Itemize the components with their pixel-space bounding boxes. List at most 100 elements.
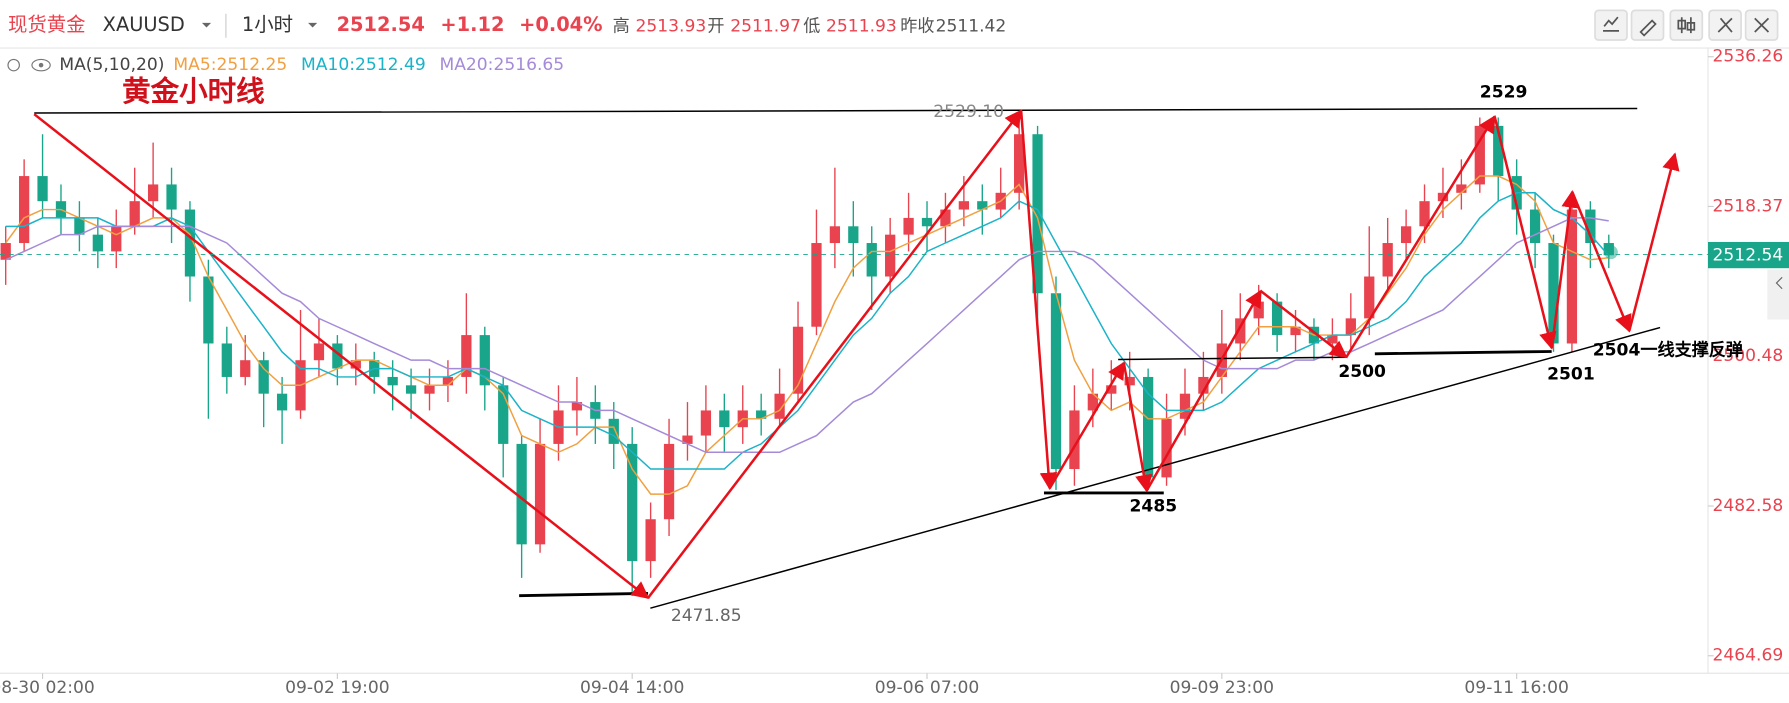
price: 2512.54 <box>337 13 425 36</box>
arrow <box>1345 114 1496 358</box>
candle-body <box>1290 326 1301 336</box>
level-line <box>519 591 649 598</box>
candle-body <box>627 443 638 562</box>
icon <box>1603 16 1619 32</box>
arrow <box>1145 289 1262 492</box>
toolbar <box>1594 9 1779 41</box>
period[interactable]: 1小时 <box>242 13 293 36</box>
level-line <box>1118 356 1347 361</box>
peak-label: 2529.10 <box>933 102 1004 122</box>
candle-body <box>203 276 214 344</box>
candle-body <box>848 226 859 244</box>
candle-body <box>405 385 417 394</box>
candle-body <box>1124 376 1135 386</box>
icon <box>1639 19 1657 37</box>
candle-body <box>608 418 619 444</box>
arrow <box>1048 361 1125 490</box>
candle-body <box>221 343 232 377</box>
trough-label: 2471.85 <box>671 606 742 626</box>
candle-body <box>1198 376 1209 394</box>
candle-body <box>645 519 656 562</box>
settings-icon[interactable] <box>7 58 20 72</box>
candle-body <box>1493 125 1504 177</box>
arrow <box>1550 190 1579 349</box>
price-tag-label: 2512.54 <box>1713 246 1784 266</box>
candle-body <box>534 443 546 545</box>
candle-body <box>1014 134 1025 193</box>
candle-body <box>571 402 583 411</box>
side-panel-toggle[interactable] <box>1767 269 1789 320</box>
candle-body <box>792 326 804 394</box>
candle-body <box>682 435 693 444</box>
candle-body <box>1161 418 1172 478</box>
indicator-legend: MA(5,10,20) <box>7 55 164 75</box>
trend-line <box>650 326 1661 609</box>
legend-entry: MA5:2512.25 <box>173 55 287 75</box>
candle-body <box>1437 192 1449 202</box>
candle-body <box>1529 209 1541 244</box>
legend-entry: MA10:2512.49 <box>301 55 426 75</box>
stat-label: 低 <box>803 16 820 36</box>
indicator-name: MA(5,10,20) <box>59 55 164 75</box>
stat-label: 昨收 <box>900 16 934 36</box>
x-tick-label: 09-11 16:00 <box>1464 678 1568 698</box>
candle-body <box>903 217 914 235</box>
candle-body <box>37 176 48 202</box>
candle-body <box>811 243 822 327</box>
quote-stats: 高 2513.93 开 2511.97 低 2511.93 昨收 2511.42 <box>613 16 1007 36</box>
candle-body <box>1106 385 1117 394</box>
candle-body <box>1548 243 1559 344</box>
instrument-name: 现货黄金 <box>8 13 86 36</box>
arrow <box>647 109 1023 599</box>
candle-body <box>1271 301 1283 336</box>
candle-body <box>958 201 970 210</box>
candle-body <box>387 376 398 386</box>
level-label: 2500 <box>1338 362 1386 382</box>
candle-body <box>74 217 85 235</box>
candle-body <box>258 360 269 394</box>
wave-arrows <box>33 109 1680 600</box>
stat-label: 开 <box>707 16 724 36</box>
candle-body <box>184 209 196 277</box>
candle-body <box>129 201 140 227</box>
tool-button[interactable] <box>1669 9 1704 41</box>
candle-body <box>1087 393 1098 411</box>
candle-body <box>111 226 122 252</box>
candle-body <box>147 184 159 202</box>
candle-body <box>350 360 361 369</box>
icon <box>1754 17 1770 33</box>
candle-body <box>774 393 785 419</box>
level-labels: 2529 2485 2500 2501 2504一线支撑反弹 <box>1130 83 1744 517</box>
visibility-icon <box>38 62 44 68</box>
level-label: 2504一线支撑反弹 <box>1593 339 1743 360</box>
icon <box>1677 17 1696 34</box>
candle-body <box>313 343 325 361</box>
stat-value: 2511.97 <box>730 16 801 36</box>
candle-body <box>1253 301 1264 319</box>
tool-button[interactable] <box>1594 9 1628 41</box>
stat-label: 高 <box>613 16 630 36</box>
y-tick-label: 2518.37 <box>1713 196 1784 216</box>
candle-body <box>332 343 343 369</box>
candle-body <box>1419 201 1430 227</box>
symbol[interactable]: XAUUSD <box>103 13 185 36</box>
visibility-icon[interactable] <box>31 58 51 72</box>
candle-body <box>1345 318 1356 336</box>
stat-value: 2513.93 <box>636 16 707 36</box>
y-tick-label: 2482.58 <box>1713 496 1784 516</box>
candle-body <box>442 376 454 386</box>
candle-body <box>866 243 877 277</box>
ma-line <box>5 192 1610 470</box>
candle-body <box>1069 410 1080 470</box>
candle-body <box>1400 226 1412 244</box>
x-tick-label: 08-30 02:00 <box>0 678 95 698</box>
chart-title: 黄金小时线 <box>122 74 265 108</box>
candle-body <box>240 360 251 377</box>
candle-body <box>18 176 30 244</box>
candle-body <box>921 217 933 227</box>
candle-body <box>700 410 712 436</box>
x-tick-label: 09-04 14:00 <box>580 678 684 698</box>
candle-body <box>424 385 435 394</box>
